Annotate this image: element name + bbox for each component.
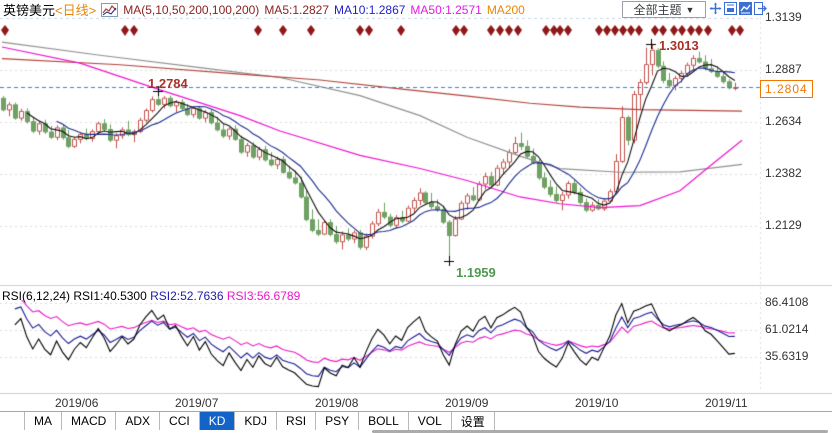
indicator-tab-设置[interactable]: 设置 [451, 412, 495, 430]
toolbar-spacer [0, 412, 25, 430]
date-axis-label: 2019/10 [575, 396, 619, 410]
current-price-tag: 1.2804 [760, 80, 813, 98]
indicator-toolbar: MA MACD ADX CCI KD KDJ RSI PSY BOLL VOL 设置 [0, 411, 832, 430]
price-axis-label: 1.2382 [765, 166, 802, 180]
ma10-value-label: MA10:1.2867 [334, 3, 406, 17]
zoom-chart-icon[interactable] [739, 2, 752, 15]
rsi2-value-label: RSI2:52.7636 [150, 289, 224, 303]
ma-settings-label: MA(5,10,50,200,100,200) [123, 3, 260, 17]
rsi1-value-label: RSI1:40.5300 [73, 289, 147, 303]
price-axis-label: 1.3139 [765, 10, 802, 24]
date-axis-label: 2019/07 [175, 396, 219, 410]
indicator-tab-MA[interactable]: MA [25, 412, 62, 430]
theme-dropdown[interactable]: 全部主题 ▼ [622, 1, 706, 18]
window-toolbar [709, 2, 767, 15]
indicator-tab-ADX[interactable]: ADX [116, 412, 161, 430]
symbol-name: 英镑美元 [3, 3, 56, 18]
price-axis-label: 1.2634 [765, 114, 802, 128]
indicator-tab-RSI[interactable]: RSI [277, 412, 317, 430]
indicator-tab-KDJ[interactable]: KDJ [235, 412, 278, 430]
price-axis-label: 1.2129 [765, 218, 802, 232]
rsi-axis-label: 61.0214 [765, 322, 809, 336]
indicator-tab-CCI[interactable]: CCI [160, 412, 200, 430]
indicator-tab-PSY[interactable]: PSY [316, 412, 360, 430]
ma200-label: MA200 [486, 3, 525, 17]
symbol-title: 英镑美元<日线> [3, 0, 96, 20]
indicator-tab-KD[interactable]: KD [199, 412, 236, 430]
rsi-legend: RSI(6,12,24) RSI1:40.5300 RSI2:52.7636 R… [2, 289, 300, 303]
rsi3-value-label: RSI3:56.6789 [226, 289, 301, 303]
price-annotation: 1.3013 [659, 38, 699, 53]
indicator-tab-MACD[interactable]: MACD [62, 412, 117, 430]
price-axis-label: 1.2887 [765, 62, 802, 76]
ma50-value-label: MA50:1.2571 [410, 3, 482, 17]
indicator-tab-BOLL[interactable]: BOLL [359, 412, 409, 430]
rsi-axis-label: 35.6319 [765, 349, 809, 363]
ma5-value-label: MA5:1.2827 [264, 3, 330, 17]
chevron-down-icon: ▼ [685, 4, 695, 15]
date-axis-label: 2019/09 [445, 396, 489, 410]
chart-type-icon[interactable] [101, 3, 119, 17]
price-annotation: 1.2784 [148, 76, 188, 91]
zoom-window-icon[interactable] [724, 2, 737, 15]
price-annotation: 1.1959 [456, 265, 496, 280]
move-icon[interactable] [709, 2, 722, 15]
indicator-tab-VOL[interactable]: VOL [408, 412, 452, 430]
date-axis-label: 2019/06 [55, 396, 99, 410]
chart-header: 英镑美元<日线> MA(5,10,50,200,100,200) MA5:1.2… [0, 0, 832, 20]
period-label: <日线> [55, 3, 97, 18]
rsi-axis-label: 86.4108 [765, 295, 809, 309]
exit-icon[interactable] [754, 2, 767, 15]
theme-dropdown-label: 全部主题 [633, 3, 682, 17]
date-axis-label: 2019/08 [315, 396, 359, 410]
rsi-settings-label: RSI(6,12,24) [2, 289, 71, 303]
date-axis-label: 2019/11 [705, 396, 748, 410]
horizontal-scrollbar[interactable] [372, 430, 828, 433]
